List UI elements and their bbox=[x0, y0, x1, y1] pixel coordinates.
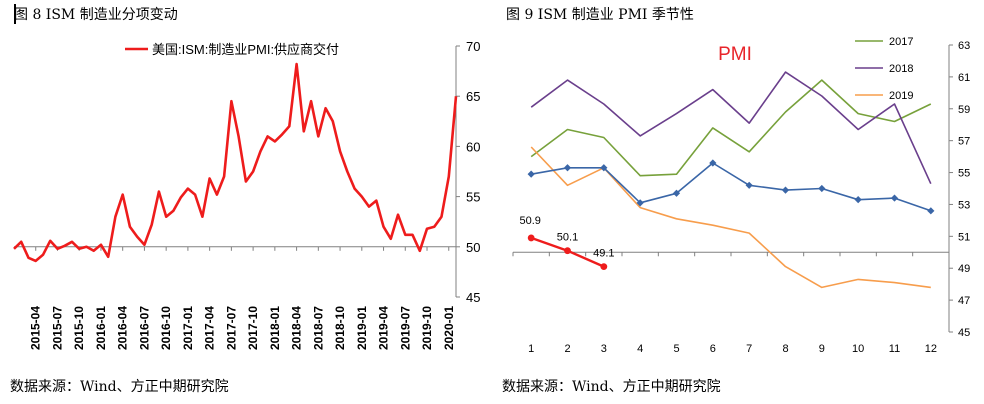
x-tick-label: 2020-01 bbox=[442, 306, 456, 350]
data-point bbox=[527, 234, 535, 242]
data-point bbox=[564, 247, 571, 255]
legend-label: 美国:ISM:制造业PMI:供应商交付 bbox=[152, 42, 339, 57]
y-tick-label: 61 bbox=[958, 72, 970, 84]
x-tick-label: 2017-04 bbox=[203, 306, 217, 350]
y-tick-label: 51 bbox=[958, 231, 970, 243]
y-tick-label: 70 bbox=[466, 39, 480, 54]
right-figure-title: 图 9 ISM 制造业 PMI 季节性 bbox=[506, 7, 694, 23]
x-tick-label: 2018-01 bbox=[268, 306, 282, 350]
series-line-3 bbox=[531, 162, 932, 212]
x-tick-label: 1 bbox=[528, 343, 534, 355]
y-tick-label: 55 bbox=[958, 168, 970, 180]
left-figure-title: 图 8 ISM 制造业分项变动 bbox=[14, 7, 178, 23]
data-point bbox=[600, 263, 608, 271]
x-tick-label: 4 bbox=[637, 343, 643, 355]
data-label: 50.9 bbox=[519, 215, 540, 227]
left-source-note: 数据来源：Wind、方正中期研究院 bbox=[10, 379, 229, 395]
x-tick-label: 12 bbox=[925, 343, 937, 355]
data-point bbox=[527, 170, 535, 178]
y-tick-label: 45 bbox=[958, 327, 970, 339]
y-tick-label: 53 bbox=[958, 199, 970, 211]
x-tick-label: 2017-01 bbox=[181, 306, 195, 350]
left-chart: 45 50 55 60 65 70 2015-04 2015-07 2015-10 2016-01… bbox=[13, 39, 480, 350]
data-label: 49.1 bbox=[593, 248, 614, 260]
x-tick-label: 2016-10 bbox=[159, 306, 173, 350]
x-tick-label: 6 bbox=[710, 343, 716, 355]
chart-title: PMI bbox=[718, 44, 752, 65]
y-tick-label: 63 bbox=[958, 40, 970, 52]
legend-label-2017: 2017 bbox=[889, 36, 913, 48]
data-label: 50.1 bbox=[557, 232, 578, 244]
x-tick-label: 2016-07 bbox=[137, 306, 151, 350]
series-line-supplier-deliveries bbox=[13, 62, 458, 263]
x-tick-label: 2015-04 bbox=[29, 306, 43, 350]
x-tick-label: 3 bbox=[601, 343, 607, 355]
x-tick-label: 11 bbox=[889, 343, 900, 355]
x-tick-label: 2019-01 bbox=[355, 306, 369, 350]
x-tick-label: 2015-10 bbox=[72, 306, 86, 350]
x-tick-label: 2016-04 bbox=[116, 306, 130, 350]
x-tick-label: 5 bbox=[673, 343, 679, 355]
data-point bbox=[672, 189, 681, 197]
data-point bbox=[818, 184, 826, 193]
right-source-note: 数据来源：Wind、方正中期研究院 bbox=[502, 379, 721, 395]
x-tick-label: 2018-10 bbox=[333, 306, 347, 350]
x-tick-label: 2015-07 bbox=[50, 306, 64, 350]
y-tick-label: 49 bbox=[958, 263, 970, 275]
data-point bbox=[745, 181, 753, 189]
x-tick-label: 9 bbox=[819, 343, 825, 355]
series-line-2018 bbox=[530, 71, 932, 185]
y-tick-label: 57 bbox=[958, 136, 970, 148]
x-tick-label: 2019-10 bbox=[420, 306, 434, 350]
legend-label-2019: 2019 bbox=[889, 90, 913, 102]
x-tick-label: 8 bbox=[782, 343, 788, 355]
x-tick-label: 7 bbox=[746, 343, 752, 355]
y-tick-label: 59 bbox=[958, 104, 970, 116]
y-tick-label: 65 bbox=[466, 89, 480, 104]
data-point bbox=[927, 207, 935, 215]
y-tick-label: 45 bbox=[466, 290, 480, 305]
x-tick-label: 2019-04 bbox=[377, 306, 391, 350]
x-tick-label: 2 bbox=[564, 343, 570, 355]
series-line-2017 bbox=[530, 79, 932, 177]
left-title-bar bbox=[14, 4, 16, 24]
x-tick-label: 2017-07 bbox=[224, 306, 238, 350]
x-tick-label: 2018-04 bbox=[290, 306, 304, 350]
y-tick-label: 47 bbox=[958, 295, 970, 307]
x-tick-label: 2019-07 bbox=[398, 306, 412, 350]
legend-label-2018: 2018 bbox=[889, 63, 913, 75]
data-point bbox=[781, 186, 790, 194]
x-tick-label: 2018-07 bbox=[311, 306, 325, 350]
y-tick-label: 50 bbox=[466, 240, 480, 255]
y-tick-label: 55 bbox=[466, 190, 480, 205]
data-point bbox=[890, 194, 899, 202]
x-tick-label: 10 bbox=[852, 343, 864, 355]
x-tick-label: 2016-01 bbox=[94, 306, 108, 350]
data-point bbox=[854, 196, 862, 204]
y-tick-label: 60 bbox=[466, 139, 480, 154]
data-point bbox=[563, 164, 572, 172]
series-line-2019 bbox=[530, 146, 931, 289]
x-tick-label: 2017-10 bbox=[246, 306, 260, 350]
